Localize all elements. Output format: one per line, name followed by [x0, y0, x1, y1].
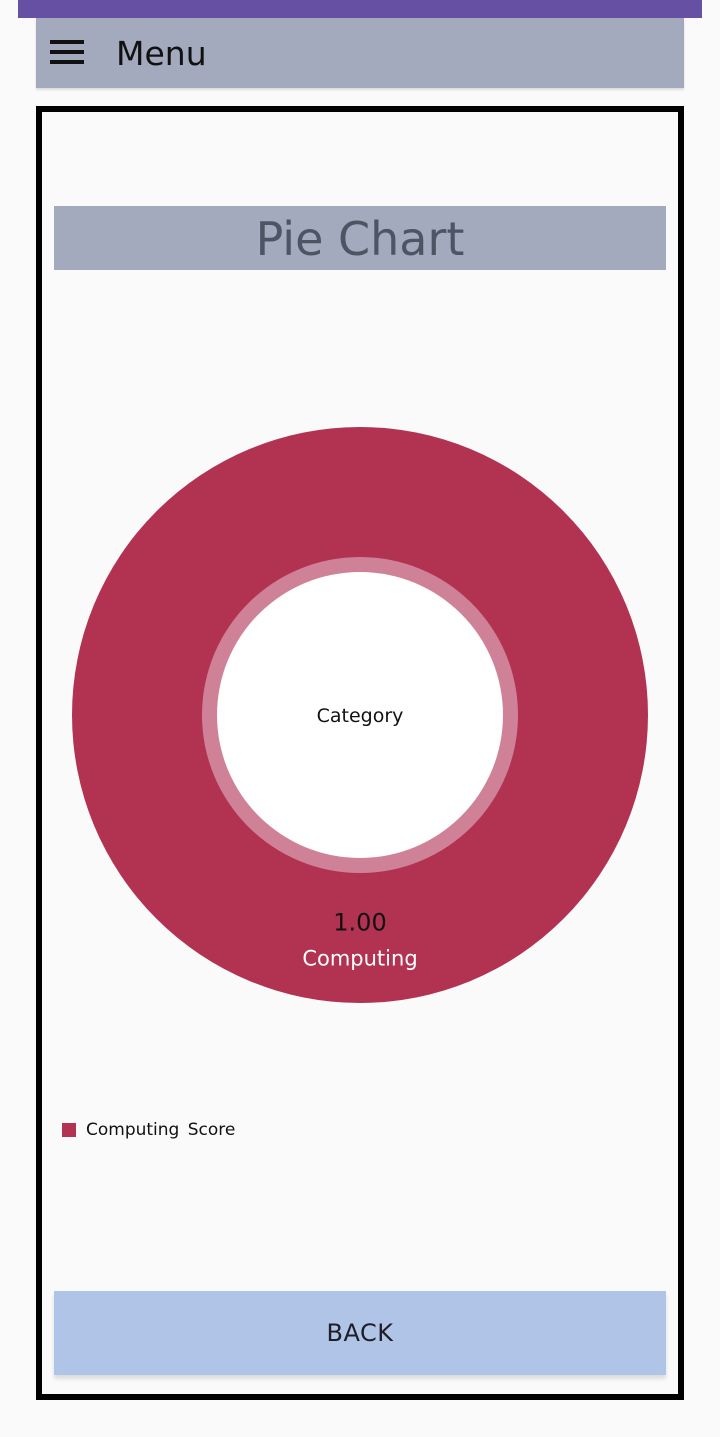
legend: Computing Score — [62, 1116, 235, 1144]
legend-swatch — [62, 1123, 76, 1137]
back-button[interactable]: BACK — [54, 1291, 666, 1375]
content-frame: Pie Chart Category 1.00 Computing Computi… — [36, 106, 684, 1400]
app-bar-title: Menu — [116, 34, 207, 73]
donut-center-hole — [217, 572, 503, 858]
hamburger-menu-icon[interactable] — [50, 40, 84, 64]
legend-label: Computing Score — [86, 1120, 236, 1140]
chart-title: Pie Chart — [54, 206, 666, 270]
slice-value-label: 1.00 — [333, 909, 386, 937]
donut-chart: Category 1.00 Computing — [72, 427, 648, 1003]
slice-category-label: Computing — [302, 947, 417, 971]
app-bar: Menu — [36, 18, 684, 88]
status-bar — [18, 0, 702, 18]
center-label: Category — [317, 705, 404, 727]
